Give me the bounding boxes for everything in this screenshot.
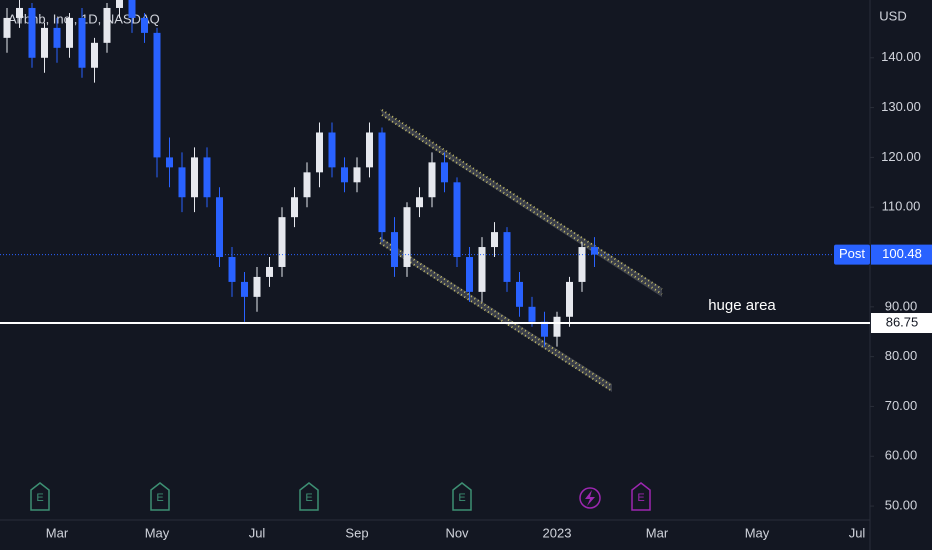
dividend-bolt <box>585 490 595 506</box>
candle-body <box>366 132 373 168</box>
candle-body <box>53 27 61 48</box>
candle-body <box>341 167 348 183</box>
annotation: huge area <box>708 297 776 314</box>
channel-line <box>381 114 663 295</box>
candle-body <box>466 257 473 292</box>
candle-body <box>266 266 273 277</box>
post-tag-bg <box>834 244 870 265</box>
candle-body <box>403 207 411 267</box>
x-tick-label: Jul <box>849 525 866 540</box>
x-tick-label: Nov <box>445 525 469 540</box>
x-tick-label: Mar <box>646 525 669 540</box>
candle-body <box>91 42 98 68</box>
earnings-icon <box>299 482 319 511</box>
horizontal-line-label: 86.75 <box>886 314 919 329</box>
candle-body <box>553 316 561 337</box>
candle-body <box>116 0 123 8</box>
earnings-marker: E <box>305 492 312 504</box>
candle-body <box>128 0 136 18</box>
candle-body <box>28 7 36 58</box>
candle-body <box>78 17 86 68</box>
y-tick-label: 140.00 <box>881 49 921 64</box>
candle-body <box>503 232 511 282</box>
y-tick-label: 80.00 <box>885 348 918 363</box>
candle-body <box>328 132 336 168</box>
horizontal-line-bg <box>871 313 932 334</box>
earnings-icon <box>30 482 50 511</box>
candle-body <box>103 7 111 43</box>
candle-body <box>153 32 161 158</box>
candle-body <box>353 167 361 183</box>
last-price-label: 100.48 <box>882 246 922 261</box>
earnings-marker: E <box>637 492 644 504</box>
x-tick-label: 2023 <box>543 525 572 540</box>
x-tick-label: May <box>745 525 770 540</box>
candle-body <box>166 157 173 168</box>
candle-body <box>228 257 236 282</box>
candle-body <box>141 17 148 33</box>
post-tag: Post <box>839 246 865 261</box>
candle-body <box>241 281 248 297</box>
earnings-icon <box>150 482 170 511</box>
candle-body <box>303 172 311 198</box>
dividend-icon <box>579 487 601 509</box>
candle-body <box>391 232 398 267</box>
x-tick-label: May <box>145 525 170 540</box>
candle-body <box>278 217 286 267</box>
candle-body <box>428 162 436 198</box>
y-tick-label: 110.00 <box>882 199 921 214</box>
candle-body <box>16 7 23 18</box>
earnings-marker: E <box>156 492 163 504</box>
candle-body <box>416 197 423 208</box>
candle-body <box>453 182 461 258</box>
candle-body <box>378 132 386 233</box>
earnings-marker: E <box>36 492 43 504</box>
currency-label: USD <box>879 8 906 23</box>
candle-body <box>3 17 11 38</box>
candle-body <box>316 132 323 173</box>
channel-band <box>380 237 612 392</box>
candle-body <box>478 247 486 292</box>
candle-body <box>66 17 73 48</box>
candle-body <box>191 157 198 198</box>
y-tick-label: 120.00 <box>881 149 921 164</box>
candle-body <box>441 162 448 183</box>
y-tick-label: 70.00 <box>885 398 918 413</box>
candle-body <box>216 197 223 258</box>
candle-body <box>203 157 211 198</box>
earnings-icon <box>452 482 472 511</box>
plot-area <box>3 0 598 347</box>
x-tick-label: Sep <box>345 525 368 540</box>
candle-body <box>528 306 536 322</box>
y-tick-label: 60.00 <box>885 448 918 463</box>
candle-body <box>591 247 598 255</box>
earnings-marker: E <box>458 492 465 504</box>
candle-body <box>516 281 523 307</box>
channel-line <box>381 109 663 290</box>
candle-body <box>178 167 186 198</box>
candle-body <box>491 232 498 248</box>
x-tick-label: Jul <box>249 525 266 540</box>
y-tick-label: 90.00 <box>885 298 918 313</box>
candle-body <box>253 276 261 297</box>
earnings-icon <box>631 482 651 511</box>
candle-body <box>41 27 48 58</box>
candle-body <box>578 247 586 282</box>
y-tick-label: 50.00 <box>885 497 918 512</box>
candle-body <box>541 321 548 337</box>
x-tick-label: Mar <box>46 525 69 540</box>
candle-body <box>566 281 573 317</box>
candle-body <box>291 197 298 218</box>
last-price-bg <box>871 244 932 265</box>
y-tick-label: 130.00 <box>881 99 921 114</box>
